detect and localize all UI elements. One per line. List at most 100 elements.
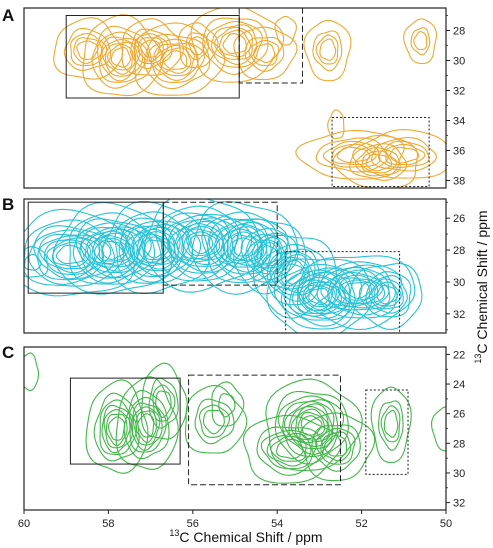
contour-line <box>315 34 339 65</box>
contour-line <box>105 413 128 447</box>
contour-line <box>125 225 181 272</box>
x-tick-label: 58 <box>102 518 114 530</box>
contour-line <box>98 237 130 262</box>
contour-line <box>284 400 335 450</box>
contour-line <box>129 226 179 270</box>
contour-peak <box>140 362 188 440</box>
contour-line <box>131 228 176 267</box>
contour-line <box>303 19 352 82</box>
y-tick-label: 34 <box>453 116 465 128</box>
contour-line <box>365 153 393 172</box>
y-tick-label: 30 <box>453 468 465 480</box>
contour-line <box>319 38 337 61</box>
contour-line <box>96 31 149 83</box>
contour-line <box>370 136 438 172</box>
contour-line <box>354 147 401 177</box>
contour-line <box>304 285 334 308</box>
contour-line <box>128 396 167 453</box>
contour-line <box>295 129 405 180</box>
contour-line <box>24 352 40 391</box>
contour-peak <box>53 17 124 80</box>
contour-peak <box>252 234 337 319</box>
contour-peak <box>233 218 307 295</box>
contour-line <box>259 245 279 265</box>
contour-peak <box>431 406 446 452</box>
contour-line <box>159 47 192 74</box>
contour-line <box>368 278 404 310</box>
contour-line <box>123 389 170 460</box>
contour-line <box>107 43 134 71</box>
contour-peak <box>52 201 173 295</box>
contour-line <box>315 427 356 465</box>
contour-line <box>188 36 206 56</box>
contour-line <box>349 263 423 330</box>
contour-line <box>194 398 235 445</box>
contour-line <box>316 264 396 316</box>
contour-line <box>107 416 126 441</box>
contour-line <box>302 284 336 311</box>
y-axis-title-superscript: 13 <box>473 354 483 364</box>
y-tick-label: 32 <box>453 309 465 321</box>
contour-line <box>211 24 258 66</box>
contour-line <box>101 38 141 77</box>
contour-line <box>299 412 376 482</box>
panel-frame <box>23 7 447 189</box>
contour-line <box>335 274 383 305</box>
contour-peak <box>211 381 245 427</box>
contour-line <box>99 36 144 82</box>
contour-line <box>247 234 288 275</box>
contour-line <box>155 205 253 282</box>
contour-line <box>233 26 298 81</box>
contour-line <box>320 431 352 462</box>
contour-line <box>189 234 214 255</box>
contour-line <box>269 251 316 296</box>
contour-line <box>253 43 276 64</box>
contour-group <box>24 199 423 333</box>
contour-line <box>373 281 402 307</box>
x-tick-label: 54 <box>271 518 283 530</box>
contour-line <box>352 129 446 179</box>
panel-letter: B <box>2 195 14 214</box>
contour-line <box>389 146 420 164</box>
dotted-region-box <box>365 389 409 475</box>
y-tick-label: 36 <box>453 146 465 158</box>
contour-line <box>218 393 236 418</box>
contour-line <box>332 134 419 188</box>
contour-line <box>202 17 269 75</box>
y-axis-title: 13C Chemical Shift / ppm <box>473 210 490 363</box>
contour-line <box>327 269 390 309</box>
contour-line <box>134 33 169 65</box>
contour-line <box>242 414 342 484</box>
contour-line <box>155 390 172 418</box>
contour-line <box>377 140 430 169</box>
contour-line <box>91 25 152 89</box>
contour-line <box>43 237 96 274</box>
contour-line <box>274 15 297 46</box>
contour-line <box>266 432 312 467</box>
contour-line <box>300 281 340 312</box>
contour-peak <box>143 199 263 293</box>
contour-line <box>385 143 426 166</box>
contour-line <box>53 17 124 80</box>
contour-line <box>233 218 307 295</box>
panel-letter: C <box>2 343 14 362</box>
contour-line <box>103 409 132 449</box>
contour-line <box>191 200 299 295</box>
dashed-region-box <box>188 374 341 486</box>
contour-line <box>198 404 231 438</box>
contour-line <box>312 30 343 72</box>
contour-line <box>232 237 256 257</box>
contour-peak <box>190 8 285 83</box>
contour-peak <box>184 384 248 454</box>
y-tick-label: 28 <box>453 26 465 38</box>
contour-line <box>144 239 166 259</box>
y-tick-label: 24 <box>453 379 465 391</box>
contour-line <box>370 386 412 464</box>
contour-line <box>202 409 225 435</box>
contour-line <box>167 217 234 273</box>
panel-c: 22 24 26 28 30 32 60 58 56 54 52 50 C <box>2 343 465 530</box>
contour-line <box>73 37 103 65</box>
contour-line <box>361 150 398 174</box>
contour-line <box>330 272 386 307</box>
